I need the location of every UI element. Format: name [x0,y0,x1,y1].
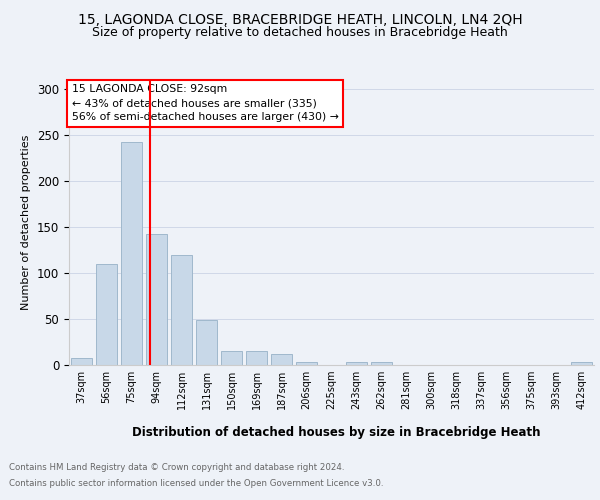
Bar [271,354,292,365]
Bar [146,234,167,365]
Bar [296,362,317,365]
Bar [96,264,117,365]
Bar [121,142,142,365]
Bar [371,362,392,365]
Bar [221,351,242,365]
Text: Contains public sector information licensed under the Open Government Licence v3: Contains public sector information licen… [9,478,383,488]
Y-axis label: Number of detached properties: Number of detached properties [22,135,31,310]
Bar [346,362,367,365]
Text: 15 LAGONDA CLOSE: 92sqm
← 43% of detached houses are smaller (335)
56% of semi-d: 15 LAGONDA CLOSE: 92sqm ← 43% of detache… [71,84,338,122]
Bar [71,358,92,365]
Bar [196,320,217,365]
Bar [246,351,267,365]
Text: Contains HM Land Registry data © Crown copyright and database right 2024.: Contains HM Land Registry data © Crown c… [9,464,344,472]
Text: Distribution of detached houses by size in Bracebridge Heath: Distribution of detached houses by size … [132,426,540,439]
Text: 15, LAGONDA CLOSE, BRACEBRIDGE HEATH, LINCOLN, LN4 2QH: 15, LAGONDA CLOSE, BRACEBRIDGE HEATH, LI… [77,12,523,26]
Bar [171,254,192,365]
Bar [571,362,592,365]
Text: Size of property relative to detached houses in Bracebridge Heath: Size of property relative to detached ho… [92,26,508,39]
